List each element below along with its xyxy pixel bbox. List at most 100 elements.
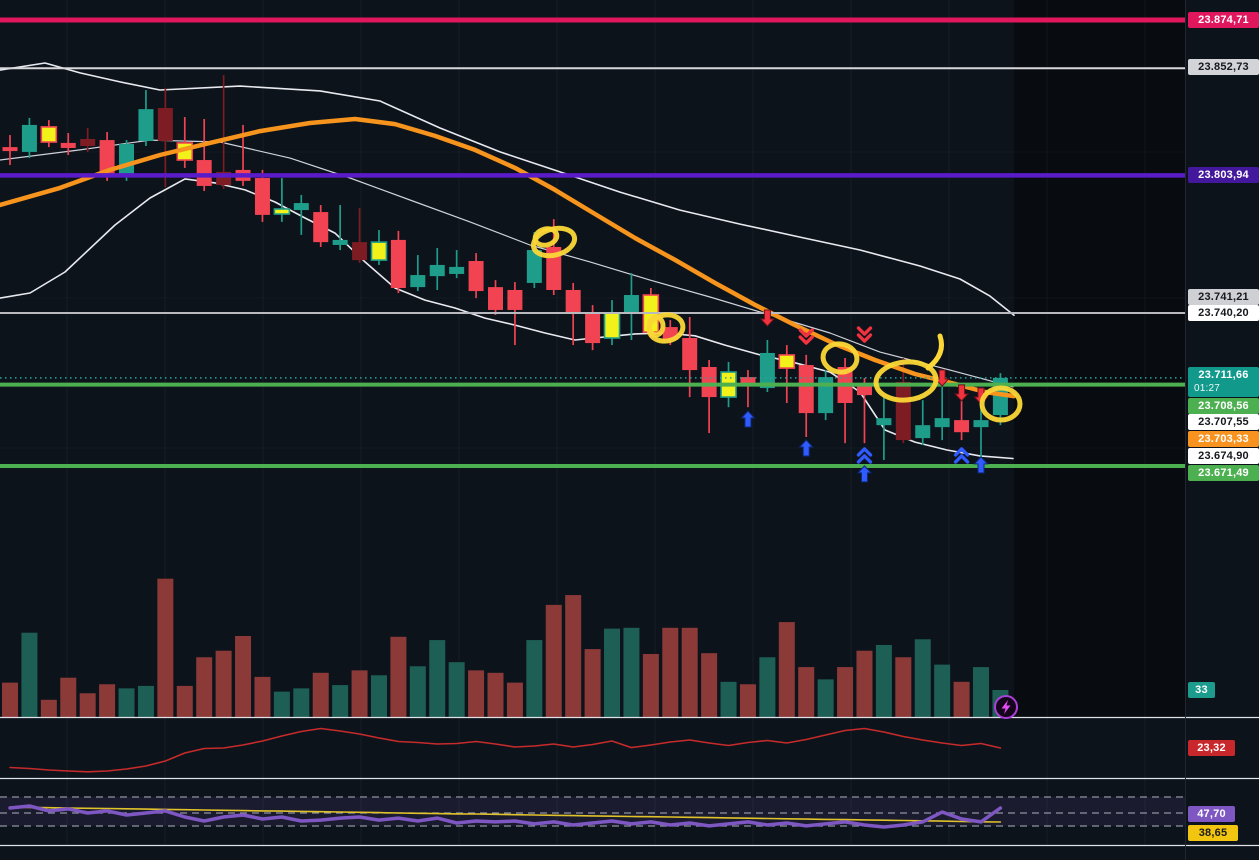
volume-bar [370, 675, 387, 717]
volume-bar [623, 627, 640, 717]
candle-body [293, 203, 309, 211]
atr-indicator-line [9, 727, 1002, 773]
buy-signal-arrow-icon [740, 410, 756, 428]
volume-bar [21, 632, 38, 717]
volume-bar [390, 636, 407, 717]
volume-bar [2, 682, 18, 717]
volume-series [2, 578, 1009, 717]
candle-body [876, 418, 892, 426]
hand-drawn-stroke[interactable] [925, 333, 944, 371]
volume-bar [526, 640, 543, 717]
volume-bar [332, 685, 349, 717]
volume-bar [351, 670, 368, 717]
volume-bar [215, 650, 232, 717]
volume-bar [487, 672, 504, 717]
horizontal-price-lines[interactable] [0, 17, 1185, 469]
volume-bar [973, 667, 989, 717]
candle-body [526, 250, 542, 283]
volume-bar [895, 657, 912, 717]
candle-body [565, 289, 581, 314]
candle-body [332, 239, 348, 245]
moving-average-line [0, 116, 1017, 399]
future-area [1014, 0, 1185, 717]
candle-body [196, 160, 212, 186]
volume-bar [196, 657, 213, 717]
lightning-button[interactable] [994, 695, 1018, 719]
candle-body [856, 385, 872, 396]
candle-body [80, 138, 96, 146]
candle-body [410, 275, 426, 288]
volume-bar [739, 684, 756, 717]
volume-bar [759, 657, 776, 717]
volume-bar [934, 664, 951, 717]
volume-bar [235, 635, 252, 717]
volume-bar [79, 693, 96, 717]
candle-body [390, 239, 406, 288]
buy-signal-arrow-icon [856, 447, 873, 464]
sell-signal-arrow-icon [953, 384, 970, 402]
sell-signal-arrow-icon [798, 328, 814, 345]
candle-body [157, 108, 173, 141]
candle-body [740, 377, 756, 386]
volume-bar [837, 667, 854, 717]
volume-bar [565, 595, 582, 717]
candle-body [818, 377, 834, 414]
volume-bar [99, 684, 116, 717]
volume-bar [157, 578, 174, 717]
candle-body [623, 295, 639, 313]
volume-bar [701, 653, 718, 717]
candle-body [40, 126, 58, 143]
candle-body [138, 109, 154, 141]
volume-bar [118, 688, 135, 717]
candle-body [352, 242, 368, 261]
volume-bar [914, 639, 931, 717]
candle-body [370, 241, 388, 261]
volume-bar [817, 679, 834, 717]
volume-bar [584, 649, 601, 717]
hand-drawn-circle[interactable] [873, 359, 939, 403]
hand-drawn-circle[interactable] [979, 385, 1023, 423]
hand-drawn-circle[interactable] [532, 226, 560, 248]
volume-bar [448, 662, 465, 717]
candle-body [507, 289, 523, 310]
volume-bar [273, 691, 290, 717]
candle-body [449, 266, 465, 274]
volume-bar [137, 685, 154, 717]
volume-bar [662, 627, 679, 717]
candle-body [254, 178, 270, 215]
candle-body [603, 312, 621, 339]
candle-body [21, 124, 37, 152]
volume-bar [798, 667, 815, 717]
candle-body [119, 144, 135, 176]
volume-bar [720, 681, 737, 717]
volume-bar [778, 622, 795, 717]
candle-body [798, 365, 814, 414]
oscillator-pane [0, 796, 1185, 829]
candle-body [934, 418, 950, 428]
candle-body [429, 264, 445, 277]
lightning-icon [1001, 700, 1011, 714]
buy-signal-arrow-icon [973, 456, 989, 474]
volume-bar [40, 699, 57, 717]
volume-bar [875, 644, 892, 717]
volume-bar [468, 670, 485, 717]
volume-bar [506, 682, 523, 717]
volume-bar [176, 685, 193, 717]
hand-drawn-circle[interactable] [820, 341, 860, 375]
candle-body [468, 261, 484, 292]
volume-bar [60, 677, 77, 717]
candle-body [759, 352, 775, 389]
hand-drawn-annotations[interactable] [530, 224, 1023, 423]
sell-signal-arrow-icon [759, 309, 776, 327]
buy-signal-arrow-icon [953, 447, 970, 464]
candle-body [2, 147, 18, 152]
volume-bar [604, 628, 621, 717]
candle-body [60, 142, 76, 148]
candle-body [273, 208, 291, 215]
hand-drawn-circle[interactable] [646, 314, 666, 338]
volume-bar [409, 666, 426, 717]
volume-bar [856, 650, 873, 717]
sell-signal-arrow-icon [856, 326, 873, 343]
